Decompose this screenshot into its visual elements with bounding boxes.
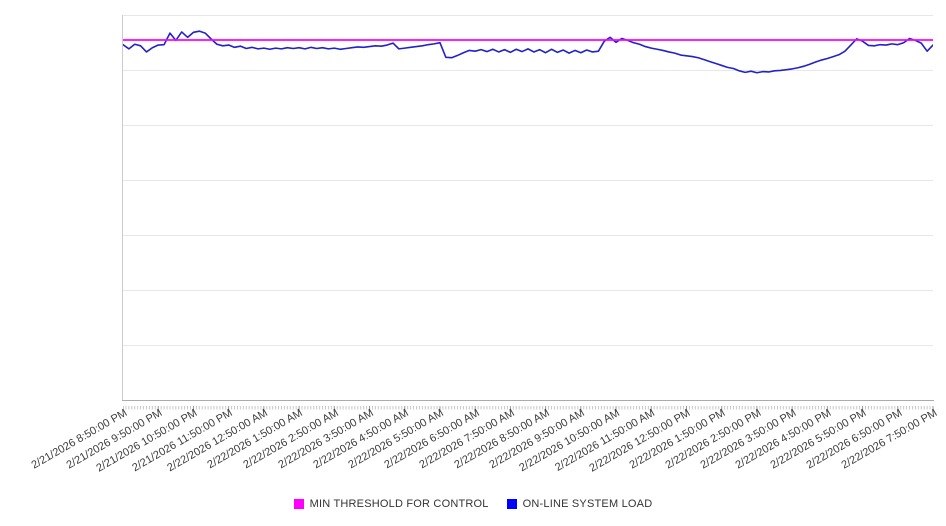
- legend-label: MIN THRESHOLD FOR CONTROL: [309, 498, 489, 510]
- on-line-system-load-line: [123, 30, 933, 74]
- line-chart-svg: [123, 15, 933, 346]
- legend-item: MIN THRESHOLD FOR CONTROL: [293, 498, 489, 510]
- legend-swatch-icon: [293, 499, 304, 509]
- x-axis-ticks-svg: [122, 406, 934, 412]
- legend-label: ON-LINE SYSTEM LOAD: [522, 498, 653, 510]
- x-axis-line: [122, 400, 934, 401]
- legend-item: ON-LINE SYSTEM LOAD: [506, 498, 653, 510]
- legend-swatch-icon: [506, 499, 517, 509]
- plot-area: [123, 15, 933, 400]
- legend: MIN THRESHOLD FOR CONTROL ON-LINE SYSTEM …: [0, 498, 946, 510]
- y-axis-line: [122, 15, 123, 401]
- x-axis-ticks: [122, 401, 935, 412]
